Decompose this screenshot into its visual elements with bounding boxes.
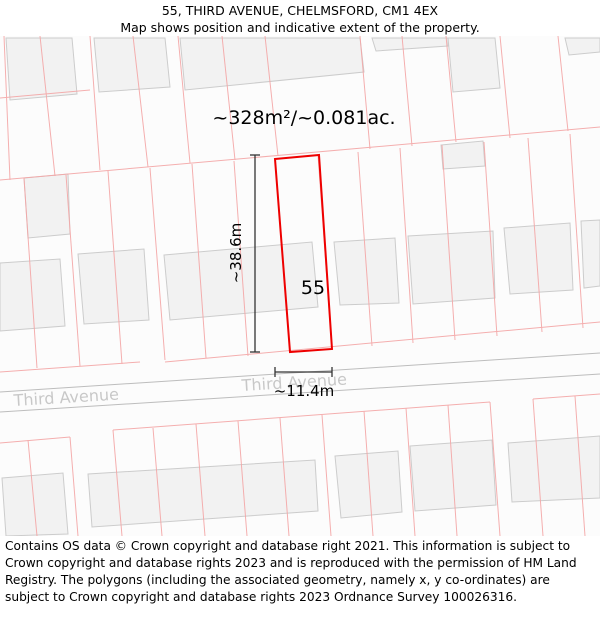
- map-subtitle: Map shows position and indicative extent…: [120, 20, 480, 35]
- plot-number-label: 55: [301, 277, 325, 299]
- height-measure-label: ~38.6m: [227, 223, 245, 284]
- area-label: ~328m²/~0.081ac.: [212, 107, 395, 129]
- width-measure: [274, 367, 333, 377]
- property-boundary-highlight: [273, 153, 334, 354]
- parcel-boundaries: [0, 36, 600, 536]
- buildings-middle: [0, 219, 600, 332]
- copyright-attribution: Contains OS data © Crown copyright and d…: [5, 539, 577, 604]
- width-measure-label: ~11.4m: [274, 382, 335, 400]
- map-canvas: Third Avenue Third Avenue ~38.6m ~11.4m …: [0, 36, 600, 536]
- height-measure: [250, 154, 260, 353]
- map-header: 55, THIRD AVENUE, CHELMSFORD, CM1 4EX Ma…: [0, 0, 600, 36]
- property-address-title: 55, THIRD AVENUE, CHELMSFORD, CM1 4EX: [161, 3, 439, 18]
- property-map[interactable]: Third Avenue Third Avenue ~38.6m ~11.4m …: [0, 36, 600, 536]
